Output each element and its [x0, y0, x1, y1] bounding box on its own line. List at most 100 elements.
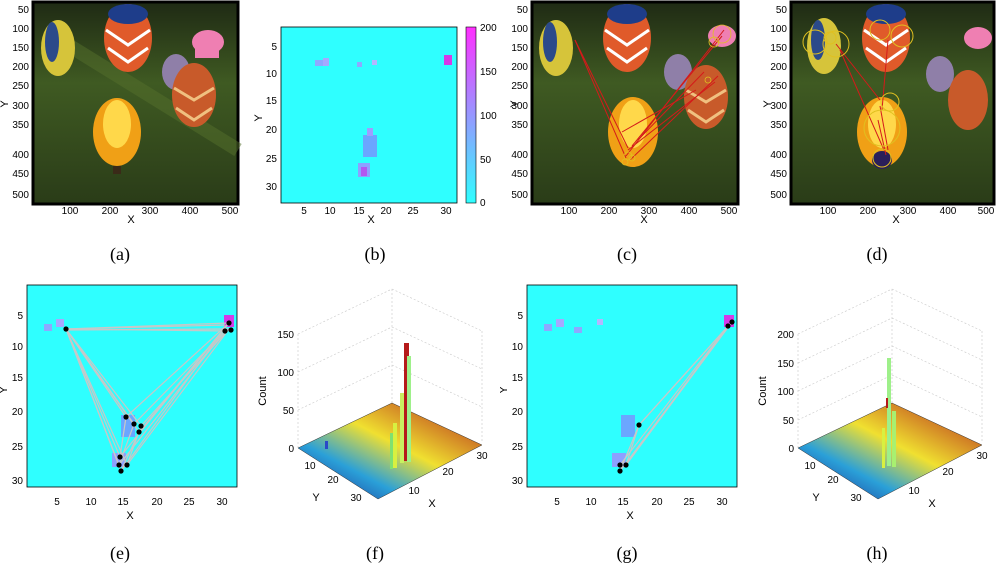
xtick: 30	[440, 206, 452, 217]
panel-b-plot: 200 150 100 50 0 5 10 15 20 25 30 5 10 1…	[253, 23, 497, 226]
panel-b: 200 150 100 50 0 5 10 15 20 25 30 5 10 1…	[250, 0, 500, 230]
xtick: 10	[85, 497, 97, 508]
ytick: 350	[770, 120, 787, 131]
ytick: 5	[517, 311, 523, 322]
panel-f-plot: 150 100 50 0 Count 10 20 30 Y 10 20 30 X	[257, 288, 488, 510]
xticks: 10 20 30	[908, 451, 988, 497]
ytick: 5	[271, 42, 277, 53]
xtick: 300	[142, 206, 159, 217]
xticks: 10 20 30	[408, 451, 488, 497]
xtick: 20	[651, 497, 663, 508]
y-axis-label: Y	[509, 100, 521, 108]
caption-b: (b)	[364, 244, 386, 264]
3d-grid	[797, 288, 983, 448]
panel-b-yticks: 5 10 15 20 25 30	[266, 42, 278, 193]
x-axis-label: X	[127, 214, 135, 226]
ztick: 100	[777, 387, 794, 398]
y-axis-label: Y	[0, 100, 11, 108]
ytick: 400	[770, 150, 787, 161]
ytick: 25	[266, 154, 278, 165]
graph-edges	[65, 322, 230, 472]
caption-f: (f)	[366, 543, 384, 563]
heatmap-area	[26, 284, 238, 488]
graph-nodes	[63, 320, 234, 474]
graph-edges	[619, 321, 733, 472]
panel-d-plot: 50 100 150 200 250 300 350 400 450 500 1…	[762, 0, 996, 226]
ytick: 100	[511, 24, 528, 35]
panel-g-plot: 5 10 15 20 25 30 5 10 15 20 25 30 X Y	[498, 284, 738, 522]
caption-c: (c)	[617, 244, 637, 264]
panel-e: 5 10 15 20 25 30 5 10 15 20 25 30 X Y	[0, 283, 250, 528]
ytick: 400	[511, 150, 528, 161]
ytick: 5	[17, 311, 23, 322]
ytick: 350	[12, 120, 29, 131]
panel-c-plot: 50 100 150 200 250 300 350 400 450 500 1…	[509, 0, 740, 226]
xtick: 400	[182, 206, 199, 217]
caption-d: (d)	[866, 244, 888, 264]
xtick: 10	[324, 206, 336, 217]
zticks: 200 150 100 50 0	[777, 330, 794, 455]
ytick: 20	[512, 407, 524, 418]
ytick: 450	[12, 169, 29, 180]
panel-d-xticks: 100 200 300 400 500	[820, 206, 995, 217]
ytick: 10	[804, 461, 816, 472]
xtick: 100	[62, 206, 79, 217]
xtick: 200	[860, 206, 877, 217]
panel-g-xticks: 5 10 15 20 25 30	[554, 497, 728, 508]
xtick: 400	[681, 206, 698, 217]
3d-bars	[882, 358, 896, 468]
ytick: 150	[770, 43, 787, 54]
colorbar-tick: 150	[480, 67, 497, 78]
ytick: 25	[512, 442, 524, 453]
panel-c-yticks: 50 100 150 200 250 300 350 400 450 500	[511, 5, 528, 201]
ytick: 30	[850, 493, 862, 504]
heatmap-hot-cells	[315, 55, 452, 177]
panel-a-yticks: 50 100 150 200 250 300 350 400 450 500	[12, 5, 29, 201]
xtick: 25	[683, 497, 695, 508]
3d-bars	[325, 343, 411, 469]
ytick: 300	[770, 101, 787, 112]
colorbar-tick: 200	[480, 23, 497, 34]
xtick: 200	[102, 206, 119, 217]
ztick: 50	[783, 416, 795, 427]
panel-e-yticks: 5 10 15 20 25 30	[12, 311, 24, 487]
xtick: 10	[585, 497, 597, 508]
ytick: 10	[12, 342, 24, 353]
xtick: 300	[641, 206, 658, 217]
panel-b-xticks: 5 10 15 20 25 30	[301, 206, 452, 217]
yticks: 10 20 30	[804, 461, 862, 504]
colorbar	[465, 26, 477, 204]
xtick: 20	[380, 206, 392, 217]
caption-a: (a)	[110, 244, 130, 264]
xtick: 15	[117, 497, 129, 508]
3d-grid	[297, 288, 483, 448]
ytick: 400	[12, 150, 29, 161]
ytick: 200	[12, 62, 29, 73]
caption-g: (g)	[616, 543, 638, 563]
balloon-photo	[41, 4, 242, 174]
panel-c: 50 100 150 200 250 300 350 400 450 500 1…	[500, 0, 750, 230]
panel-h-plot: 200 150 100 50 0 Count 10 20 30 Y 10 20 …	[757, 288, 988, 510]
ztick: 150	[777, 359, 794, 370]
caption-e: (e)	[110, 543, 130, 563]
ytick: 25	[12, 442, 24, 453]
ytick: 450	[511, 169, 528, 180]
ytick: 200	[511, 62, 528, 73]
ytick: 250	[511, 81, 528, 92]
ytick: 100	[12, 24, 29, 35]
xtick: 200	[601, 206, 618, 217]
x-axis-label: X	[126, 510, 134, 522]
colorbar-ticks: 200 150 100 50 0	[480, 23, 497, 209]
ytick: 250	[12, 81, 29, 92]
keypoint-circles	[621, 24, 732, 166]
y-axis-label: Y	[812, 492, 820, 504]
x-axis-label: X	[640, 214, 648, 226]
ytick: 15	[512, 373, 524, 384]
xtick: 30	[716, 497, 728, 508]
panel-a: 50 100 150 200 250 300 350 400 450 500 1…	[0, 0, 250, 230]
x-axis-label: X	[428, 498, 436, 510]
ytick: 50	[776, 5, 788, 16]
colorbar-tick: 50	[480, 155, 492, 166]
ytick: 150	[511, 43, 528, 54]
ztick: 50	[283, 406, 295, 417]
